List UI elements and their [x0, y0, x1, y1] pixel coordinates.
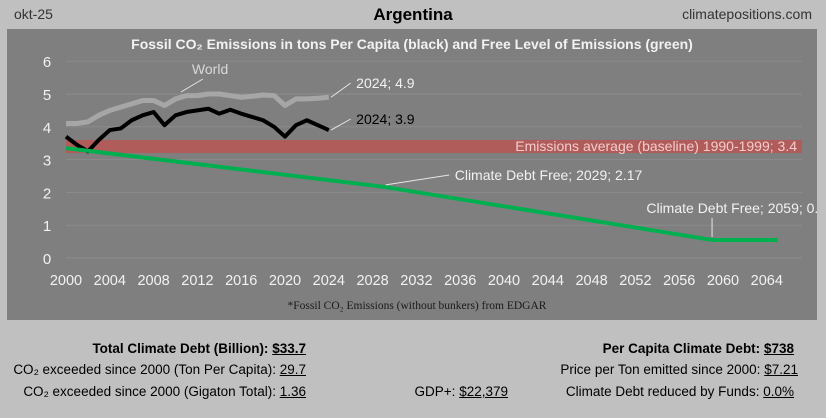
series-line-free-level — [65, 146, 778, 242]
y-tick-label: 0 — [43, 251, 51, 268]
x-tick-label: 2008 — [137, 273, 169, 289]
y-tick-label: 3 — [43, 153, 51, 170]
x-tick-label: 2000 — [50, 273, 82, 289]
page-title: Argentina — [373, 5, 453, 24]
x-tick-label: 2036 — [444, 273, 476, 289]
x-tick-label: 2052 — [619, 273, 651, 289]
gdp: GDP+: $22,379 — [415, 384, 508, 399]
price-per-ton-label: Price per Ton emitted since 2000: — [560, 362, 761, 377]
x-tick-label: 2016 — [225, 273, 257, 289]
exceeded-total-value: 1.36 — [279, 384, 306, 399]
annotation-leader — [330, 82, 351, 98]
annotation-leader — [180, 78, 204, 93]
baseline-band — [66, 139, 802, 154]
total-debt-label: Total Climate Debt (Billion): — [92, 341, 269, 356]
footnote: *Fossil CO₂ Emissions (without bunkers) … — [288, 300, 547, 312]
x-tick-label: 2040 — [488, 273, 520, 289]
y-tick-label: 5 — [43, 87, 51, 104]
per-capita-debt-label: Per Capita Climate Debt: — [602, 341, 761, 356]
x-tick-label: 2048 — [575, 273, 607, 289]
debt-reduced-funds-value: 0.0% — [763, 384, 794, 399]
exceeded-per-capita: CO₂ exceeded since 2000 (Ton Per Capita)… — [13, 362, 306, 377]
series-line-world — [66, 91, 330, 127]
chart-title: Fossil CO₂ Emissions in tons Per Capita … — [131, 36, 693, 52]
debt-reduced-funds: Climate Debt reduced by Funds: 0.0% — [566, 384, 794, 399]
annotation-label: 2024; 4.9 — [356, 75, 415, 91]
y-tick-label: 6 — [43, 54, 51, 71]
x-tick-label: 2060 — [707, 273, 739, 289]
total-debt-value: $33.7 — [272, 341, 306, 356]
x-tick-label: 2012 — [181, 273, 213, 289]
x-tick-label: 2056 — [663, 273, 695, 289]
per-capita-debt: Per Capita Climate Debt: $738 — [603, 341, 794, 356]
annotation-label: Climate Debt Free; 2059; 0.55 — [646, 200, 817, 216]
annotation-leader — [385, 174, 450, 186]
chart-panel: Fossil CO₂ Emissions in tons Per Capita … — [7, 29, 826, 320]
x-tick-label: 2064 — [751, 273, 783, 289]
exceeded-per-capita-value: 29.7 — [279, 362, 306, 377]
annotation-label: 2024; 3.9 — [356, 111, 415, 127]
x-tick-label: 2028 — [356, 273, 388, 289]
site-label: climatepositions.com — [682, 6, 812, 22]
annotation-label: World — [192, 61, 228, 77]
series-line-per-capita — [64, 106, 330, 154]
x-tick-label: 2024 — [313, 273, 345, 289]
price-per-ton: Price per Ton emitted since 2000: $7.21 — [560, 362, 798, 377]
chart: Fossil CO₂ Emissions in tons Per Capita … — [43, 36, 826, 312]
debt-reduced-funds-label: Climate Debt reduced by Funds: — [565, 384, 760, 399]
date-label: okt-25 — [14, 6, 53, 22]
price-per-ton-value: $7.21 — [764, 362, 798, 377]
y-tick-label: 2 — [43, 185, 51, 202]
gdp-label: GDP+: — [414, 384, 456, 399]
annotation-label: Climate Debt Free; 2029; 2.17 — [455, 167, 643, 183]
x-tick-label: 2020 — [269, 273, 301, 289]
x-tick-label: 2044 — [532, 273, 564, 289]
annotation-label: Emissions average (baseline) 1990-1999; … — [515, 138, 797, 154]
total-debt: Total Climate Debt (Billion): $33.7 — [92, 341, 306, 356]
exceeded-total-label: CO₂ exceeded since 2000 (Gigaton Total): — [23, 384, 276, 399]
y-tick-label: 4 — [43, 120, 51, 137]
per-capita-debt-value: $738 — [763, 341, 794, 356]
gdp-value: $22,379 — [459, 384, 508, 399]
exceeded-total: CO₂ exceeded since 2000 (Gigaton Total):… — [23, 384, 306, 399]
y-tick-label: 1 — [43, 218, 51, 235]
x-tick-label: 2004 — [94, 273, 126, 289]
x-tick-label: 2032 — [400, 273, 432, 289]
annotation-leader — [330, 118, 351, 131]
exceeded-per-capita-label: CO₂ exceeded since 2000 (Ton Per Capita)… — [13, 362, 276, 377]
